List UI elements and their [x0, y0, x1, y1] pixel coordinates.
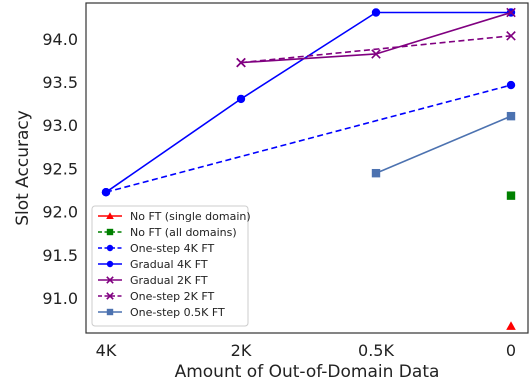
data-point-5-1	[506, 31, 516, 41]
series-4	[236, 7, 516, 68]
data-point-3-0	[101, 187, 111, 197]
legend-marker-0	[106, 212, 114, 220]
legend-item-4: Gradual 2K FT	[98, 274, 208, 287]
legend-item-6: One-step 0.5K FT	[98, 306, 225, 319]
series-3	[101, 8, 516, 197]
data-point-6-1	[506, 111, 516, 121]
data-point-2-1	[506, 80, 516, 90]
y-tick-label-4: 93.0	[42, 116, 78, 135]
data-point-1-0	[506, 191, 516, 200]
y-tick-label-0: 91.0	[42, 289, 78, 308]
legend-label-1: No FT (all domains)	[130, 226, 237, 239]
series-line-2	[105, 84, 512, 193]
legend-label-6: One-step 0.5K FT	[130, 306, 225, 319]
series-1	[506, 191, 516, 200]
y-tick-label-5: 93.5	[42, 73, 78, 92]
legend-marker-5	[106, 292, 114, 300]
legend-label-5: One-step 2K FT	[130, 290, 214, 303]
y-tick-label-3: 92.5	[42, 159, 78, 178]
y-tick-label-2: 92.0	[42, 203, 78, 222]
series-0	[506, 321, 516, 330]
legend-label-4: Gradual 2K FT	[130, 274, 208, 287]
y-axis-label: Slot Accuracy	[13, 110, 33, 226]
data-point-3-2	[371, 8, 381, 17]
series-2	[101, 80, 516, 197]
legend-label-0: No FT (single domain)	[130, 210, 251, 223]
x-tick-label-0: 4K	[96, 341, 117, 360]
legend-box	[91, 205, 249, 327]
data-point-6-0	[371, 168, 381, 178]
legend-marker-2	[106, 244, 114, 252]
legend: No FT (single domain) No FT (all domains)…	[91, 205, 251, 327]
data-point-4-1	[371, 49, 381, 59]
legend-label-2: One-step 4K FT	[130, 242, 214, 255]
legend-label-3: Gradual 4K FT	[130, 258, 208, 271]
y-tick-label-6: 94.0	[42, 30, 78, 49]
legend-marker-4	[106, 276, 114, 284]
legend-marker-3	[106, 260, 114, 268]
series-6	[371, 111, 516, 178]
x-tick-label-2: 0.5K	[358, 341, 394, 360]
x-tick-label-3: 0	[506, 341, 516, 360]
legend-item-1: No FT (all domains)	[98, 226, 237, 239]
legend-marker-1	[106, 228, 114, 236]
data-point-4-2	[506, 7, 516, 18]
y-tick-label-1: 91.5	[42, 246, 78, 265]
data-point-3-1	[236, 94, 246, 104]
legend-item-3: Gradual 4K FT	[98, 258, 208, 271]
series-line-5	[240, 35, 512, 64]
legend-item-5: One-step 2K FT	[98, 290, 214, 303]
legend-marker-6	[106, 308, 114, 316]
series-layer	[101, 7, 516, 330]
y-tick-labels: 91.0 91.5 92.0 92.5 93.0 93.5 94.0	[42, 30, 78, 308]
x-tick-labels: 4K 2K 0.5K 0	[96, 341, 516, 360]
x-tick-label-1: 2K	[231, 341, 252, 360]
series-line-3	[105, 11, 511, 193]
legend-item-0: No FT (single domain)	[98, 210, 251, 223]
data-point-5-0	[236, 57, 246, 68]
legend-item-2: One-step 4K FT	[98, 242, 214, 255]
x-axis-label: Amount of Out-of-Domain Data	[175, 362, 440, 382]
series-5	[236, 31, 516, 68]
data-point-0-0	[506, 321, 516, 330]
plot-frame	[85, 2, 529, 334]
series-line-6	[375, 115, 512, 174]
